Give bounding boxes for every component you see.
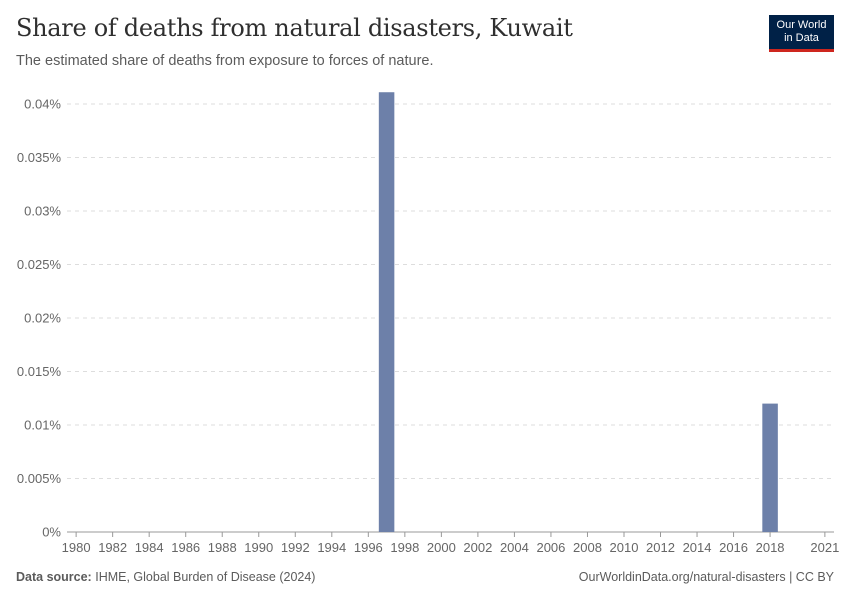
x-tick-label: 2008 <box>573 540 602 555</box>
x-tick-label: 2002 <box>463 540 492 555</box>
chart-subtitle: The estimated share of deaths from expos… <box>16 53 434 69</box>
x-tick-label: 2000 <box>427 540 456 555</box>
x-tick-label: 1984 <box>135 540 164 555</box>
x-tick-label: 2006 <box>536 540 565 555</box>
x-tick-label: 1994 <box>317 540 346 555</box>
x-tick-label: 1980 <box>62 540 91 555</box>
x-tick-label: 2021 <box>810 540 839 555</box>
logo-line-1: Our World <box>776 19 827 31</box>
y-tick-label: 0.035% <box>17 150 62 165</box>
x-tick-label: 1992 <box>281 540 310 555</box>
logo-line-2: in Data <box>784 32 819 44</box>
chart-title: Share of deaths from natural disasters, … <box>16 14 573 42</box>
data-source-text[interactable]: IHME, Global Burden of Disease (2024) <box>95 570 316 584</box>
x-tick-label: 1988 <box>208 540 237 555</box>
y-tick-label: 0.01% <box>24 418 61 433</box>
y-tick-label: 0.015% <box>17 364 62 379</box>
data-source-label: Data source: <box>16 570 92 584</box>
footer-url[interactable]: OurWorldinData.org/natural-disasters | C… <box>578 570 834 584</box>
x-tick-label: 2016 <box>719 540 748 555</box>
bar-2018 <box>762 403 778 532</box>
x-tick-label: 1998 <box>390 540 419 555</box>
y-tick-label: 0.02% <box>24 311 61 326</box>
x-tick-label: 2010 <box>610 540 639 555</box>
x-tick-label: 1986 <box>171 540 200 555</box>
y-tick-label: 0.005% <box>17 471 62 486</box>
y-tick-label: 0.025% <box>17 257 62 272</box>
x-tick-label: 2018 <box>756 540 785 555</box>
x-tick-label: 1982 <box>98 540 127 555</box>
owid-logo[interactable]: Our World in Data <box>769 15 834 52</box>
x-tick-label: 2012 <box>646 540 675 555</box>
x-tick-label: 1996 <box>354 540 383 555</box>
y-tick-label: 0.04% <box>24 97 61 112</box>
y-tick-label: 0.03% <box>24 204 61 219</box>
x-tick-label: 1990 <box>244 540 273 555</box>
bar-1997 <box>378 92 395 532</box>
y-tick-label: 0% <box>42 525 61 540</box>
x-tick-label: 2004 <box>500 540 529 555</box>
data-source: Data source: IHME, Global Burden of Dise… <box>16 570 315 584</box>
x-tick-label: 2014 <box>683 540 712 555</box>
